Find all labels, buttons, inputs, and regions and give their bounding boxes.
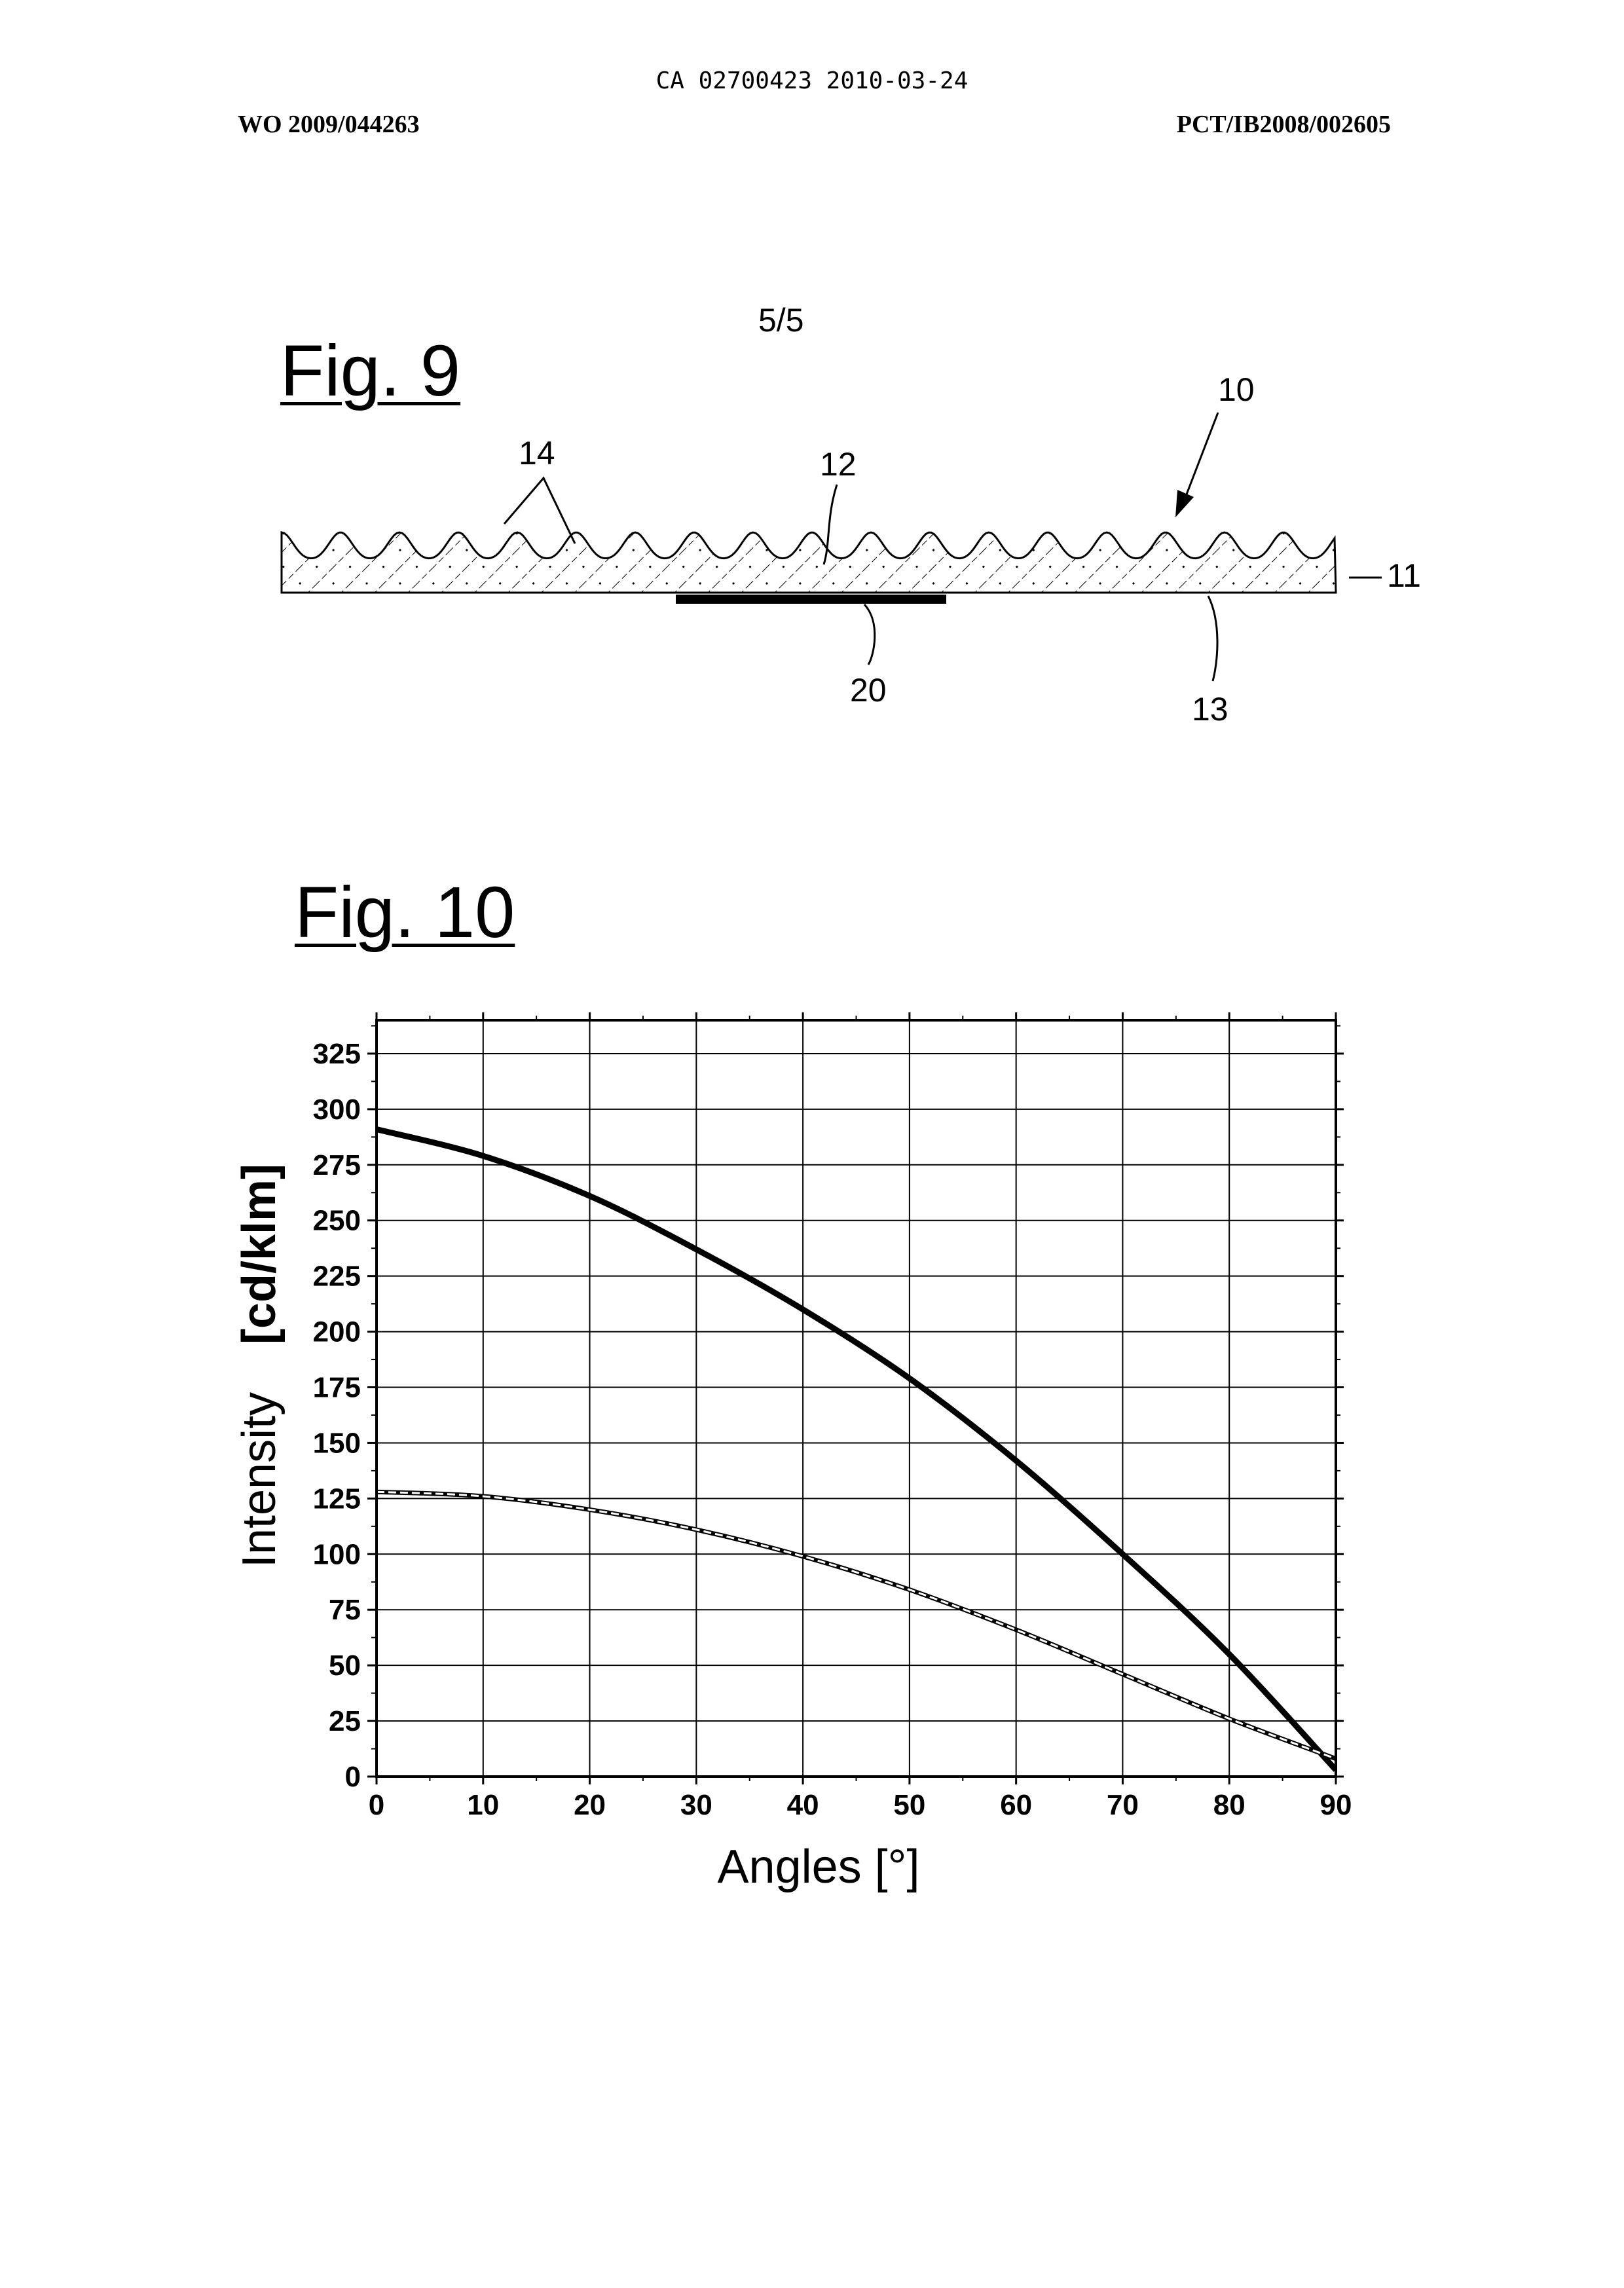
y-tick-label: 75 xyxy=(329,1594,361,1626)
y-tick-label: 200 xyxy=(313,1316,361,1348)
x-tick-label: 30 xyxy=(680,1789,712,1821)
y-tick-label: 150 xyxy=(313,1427,361,1459)
x-axis-label: Angles [°] xyxy=(718,1841,920,1893)
y-tick-label: 125 xyxy=(313,1483,361,1515)
series-dashed-outer xyxy=(377,1492,1336,1759)
x-tick-label: 70 xyxy=(1107,1789,1139,1821)
x-tick-label: 80 xyxy=(1213,1789,1246,1821)
y-tick-label: 100 xyxy=(313,1538,361,1570)
y-tick-label: 25 xyxy=(329,1705,361,1737)
y-tick-label: 300 xyxy=(313,1094,361,1126)
y-axis-label-intensity: Intensity xyxy=(233,1392,286,1568)
x-tick-label: 20 xyxy=(574,1789,606,1821)
series-solid xyxy=(377,1130,1336,1770)
series-dashed-inner xyxy=(377,1492,1336,1759)
plot-frame xyxy=(377,1020,1336,1777)
y-tick-label: 275 xyxy=(313,1149,361,1181)
chart-grid xyxy=(377,1020,1336,1777)
x-tick-label: 90 xyxy=(1320,1789,1352,1821)
y-tick-label: 325 xyxy=(313,1038,361,1070)
x-tick-label: 10 xyxy=(467,1789,499,1821)
y-tick-label: 225 xyxy=(313,1261,361,1293)
y-tick-label: 50 xyxy=(329,1650,361,1682)
x-tick-label: 50 xyxy=(893,1789,925,1821)
y-axis-label-unit: [cd/klm] xyxy=(233,1164,286,1344)
y-tick-label: 175 xyxy=(313,1372,361,1404)
y-tick-label: 0 xyxy=(345,1761,361,1793)
chart-ticks xyxy=(367,1012,1344,1784)
chart-series xyxy=(377,1130,1336,1770)
x-tick-label: 40 xyxy=(787,1789,819,1821)
x-tick-label: 60 xyxy=(1000,1789,1032,1821)
x-tick-label: 0 xyxy=(369,1789,384,1821)
y-tick-label: 250 xyxy=(313,1205,361,1237)
